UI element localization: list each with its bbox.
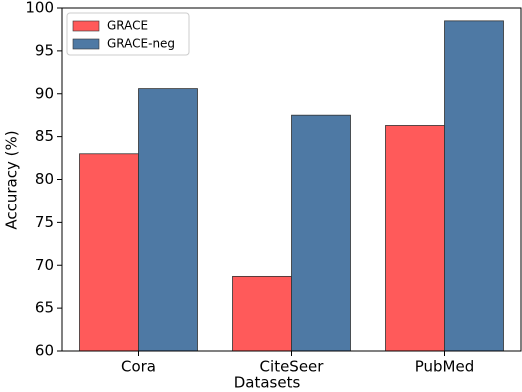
x-tick-label: PubMed xyxy=(415,358,475,376)
y-tick-label: 75 xyxy=(35,213,54,231)
bar xyxy=(444,20,504,352)
y-tick-label: 90 xyxy=(35,84,54,102)
bar xyxy=(291,114,351,352)
bar xyxy=(385,125,445,352)
y-axis-label: Accuracy (%) xyxy=(3,130,21,229)
plot-frame xyxy=(61,7,522,352)
legend-swatch xyxy=(72,20,100,32)
y-tick-label: 100 xyxy=(25,0,54,17)
y-tick-label: 65 xyxy=(35,299,54,317)
legend-label: GRACE xyxy=(107,19,148,33)
y-tick-label: 85 xyxy=(35,127,54,145)
x-tick-label: Cora xyxy=(121,358,156,376)
legend-swatch xyxy=(72,38,100,50)
y-tick-label: 60 xyxy=(35,342,54,360)
y-tick-label: 95 xyxy=(35,41,54,59)
x-tick-label: CiteSeer xyxy=(260,358,325,376)
y-tick-label: 70 xyxy=(35,256,54,274)
bar xyxy=(138,88,198,352)
bar xyxy=(79,153,139,352)
x-axis-label: Datasets xyxy=(234,374,301,392)
bar xyxy=(232,275,292,352)
y-tick-label: 80 xyxy=(35,170,54,188)
legend-label: GRACE-neg xyxy=(107,37,175,51)
